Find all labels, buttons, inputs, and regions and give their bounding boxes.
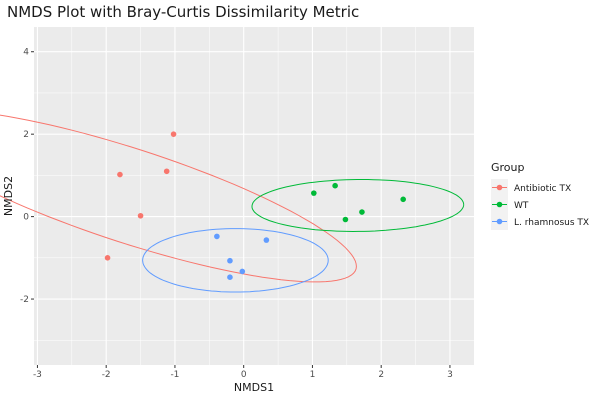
x-axis-label: NMDS1 [234,381,274,394]
data-point [117,171,123,178]
legend-title: Group [491,161,525,174]
data-point [170,131,177,137]
chart-title: NMDS Plot with Bray-Curtis Dissimilarity… [7,3,359,21]
y-tick-label: 2 [23,130,29,140]
y-tick-label: -2 [20,295,29,305]
confidence-ellipses [0,114,465,293]
data-point [342,216,349,223]
data-point [332,182,338,189]
legend-label: L. rhamnosus TX [514,218,589,228]
data-point [359,209,365,215]
legend-label: WT [514,201,529,211]
data-point [263,237,270,243]
data-point [163,168,170,175]
legend: Group Antibiotic TX WT L. rhamnosus TX [491,161,589,230]
data-point [214,233,220,240]
y-tick-label: 0 [23,213,29,223]
data-point [239,268,246,275]
ellipse-wt [251,179,465,233]
ellipse-l-rhamnosus-tx [142,228,329,293]
legend-label: Antibiotic TX [514,184,571,194]
data-point [137,212,144,219]
x-tick-label: -1 [170,370,179,380]
grid-lines [34,27,474,365]
x-tick-label: 0 [241,370,247,380]
data-point [311,190,317,196]
data-point [400,196,406,203]
data-points [104,131,406,281]
x-tick-label: -3 [33,370,42,380]
x-tick-label: 3 [447,370,453,380]
ellipse-antibiotic-tx [0,114,357,283]
x-axis-ticks: -3 -2 -1 0 1 2 3 [33,365,453,380]
y-axis-ticks: -2 0 2 4 [20,48,34,305]
legend-key-point [496,184,503,191]
y-tick-label: 4 [23,48,29,58]
x-tick-label: 2 [378,370,384,380]
data-point [227,274,233,281]
y-axis-label: NMDS2 [2,176,15,216]
data-point [227,257,233,264]
x-tick-label: -2 [102,370,111,380]
legend-key-point [496,218,503,225]
plot-panel [34,27,474,365]
data-point [104,255,111,261]
legend-key-point [496,201,503,208]
x-tick-label: 1 [310,370,316,380]
